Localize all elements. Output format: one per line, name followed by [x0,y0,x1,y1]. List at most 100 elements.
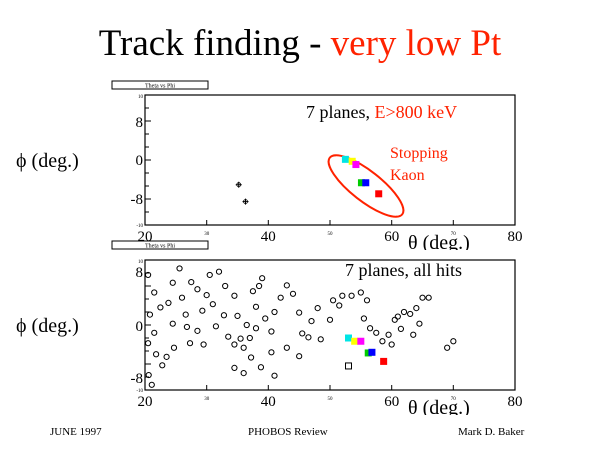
hit-marker [169,279,176,286]
hit-marker [259,275,266,282]
y-tick-small: 10 [138,260,144,265]
hit-marker [145,371,152,379]
hit-marker [299,330,306,337]
data-points [144,265,457,388]
hit-marker [410,331,417,338]
hit-marker [271,308,278,316]
bottom-plot: Theta vs Phi 10 8 0 -8 -10 20 30 40 [0,240,600,419]
track-hit-marker [357,337,365,345]
hit-marker [257,364,265,371]
x-tick-label: 80 [508,394,523,410]
hit-marker [209,301,216,308]
annotation-accent: E>800 keV [374,102,457,122]
hit-marker [308,318,315,325]
plot-annotation: 7 planes, all hits [345,260,462,280]
hit-marker [419,294,426,301]
hit-marker [231,292,238,299]
y-tick-label: -8 [131,371,144,387]
x-tick-label: 20 [138,394,153,410]
x-axis-title: θ (deg.) [408,232,470,250]
hit-marker [413,305,420,312]
hit-marker [176,265,183,272]
track-hit-marker [368,348,376,356]
hit-marker [237,335,244,342]
hit-marker [231,364,238,372]
hit-marker [348,292,355,299]
hit-marker [194,286,201,293]
hit-marker [296,353,303,360]
x-tick-label: 40 [261,394,276,410]
hit-marker [326,316,334,323]
hit-marker [151,329,158,336]
hit-marker [400,308,408,316]
stopping-kaon-ellipse [327,154,405,218]
y-tick-small: 10 [138,95,144,100]
title-accent: very low Pt [330,23,502,64]
track-hit-marker [362,179,370,187]
hit-marker [225,333,232,340]
hit-marker [249,288,257,295]
hit-marker [305,334,312,341]
hit-marker [425,294,432,301]
slide-title: Track finding - very low Pt [0,22,600,66]
histogram-label: Theta vs Phi [145,244,175,250]
hit-marker [394,313,401,320]
y-tick-small: -10 [136,389,143,394]
title-main: Track finding - [98,23,331,64]
hit-marker [339,292,346,299]
hit-marker [199,307,206,314]
track-hit-marker [380,357,388,365]
track-hit-marker [345,334,352,342]
hit-marker [169,320,176,327]
histogram-label: Theta vs Phi [145,84,175,90]
x-tick-label: 60 [384,229,399,245]
hit-marker [262,315,269,322]
track-hit-marker [352,161,360,169]
track-hit-marker [364,349,372,357]
y-tick-label: 0 [136,319,144,335]
hit-marker [170,344,178,351]
hit-marker [271,372,278,379]
hit-marker [283,282,290,289]
track-hit-marker [351,337,359,345]
hit-marker [159,362,166,369]
x-tick-label: 80 [508,229,523,245]
footer-date: JUNE 1997 [50,426,102,438]
hit-marker [183,323,191,331]
data-points [235,155,383,205]
histogram-label-box: Theta vs Phi [111,80,209,90]
hit-marker [231,341,238,348]
hit-marker [203,292,210,299]
histogram-label-box: Theta vs Phi [111,240,209,250]
footer-event: PHOBOS Review [248,426,328,438]
hit-marker [246,334,253,342]
y-axis-title: ϕ (deg.) [16,150,79,172]
hit-marker [268,349,275,356]
hit-marker [163,353,170,360]
hit-marker [247,354,255,361]
hit-marker [388,341,395,348]
hit-marker [407,310,414,318]
track-hit-marker [341,155,349,163]
hit-marker [186,340,194,347]
hit-marker [234,312,241,320]
hit-marker [200,341,207,348]
hit-marker [289,290,297,297]
hit-marker [252,325,260,332]
x-axis-title: θ (deg.) [408,397,470,415]
hit-marker [153,351,160,358]
y-tick-small: -10 [136,224,143,229]
hit-marker [144,271,152,279]
track-hit-marker [357,179,365,187]
hit-marker [165,299,172,307]
hit-marker [296,309,303,316]
hit-marker [255,282,263,290]
x-tick-small: 50 [328,232,334,237]
axis-ticks [145,94,454,226]
top-plot: Theta vs Phi 10 8 0 -8 -10 20 30 40 [0,75,600,254]
x-tick-small: 30 [204,397,210,402]
footer-author: Mark D. Baker [458,426,525,438]
y-tick-label: -8 [131,192,144,208]
hit-marker [379,338,386,345]
hit-marker [206,271,213,279]
